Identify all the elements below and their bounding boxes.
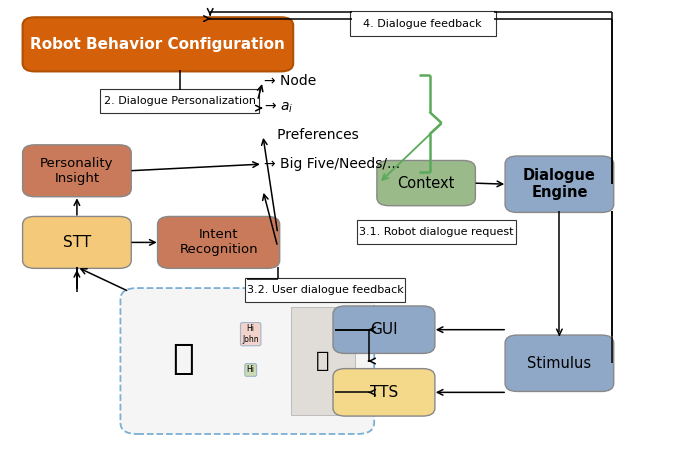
FancyBboxPatch shape <box>100 89 259 113</box>
Text: STT: STT <box>63 235 91 250</box>
Text: Personality
Insight: Personality Insight <box>40 157 114 185</box>
Text: Dialogue
Engine: Dialogue Engine <box>523 168 596 200</box>
FancyBboxPatch shape <box>357 220 516 244</box>
Text: Hi
John: Hi John <box>242 325 259 344</box>
Text: 4. Dialogue feedback: 4. Dialogue feedback <box>364 18 482 29</box>
Text: Hi: Hi <box>247 365 255 374</box>
Text: 2. Dialogue Personalization: 2. Dialogue Personalization <box>104 96 256 106</box>
Text: Intent
Recognition: Intent Recognition <box>179 229 258 256</box>
FancyBboxPatch shape <box>333 306 435 353</box>
Text: → Node: → Node <box>264 74 317 88</box>
FancyBboxPatch shape <box>377 160 475 206</box>
FancyBboxPatch shape <box>505 335 613 392</box>
Text: GUI: GUI <box>370 322 397 337</box>
FancyBboxPatch shape <box>333 369 435 416</box>
Text: 3.2. User dialogue feedback: 3.2. User dialogue feedback <box>246 285 403 295</box>
FancyBboxPatch shape <box>505 156 613 212</box>
FancyBboxPatch shape <box>291 307 355 415</box>
FancyBboxPatch shape <box>23 216 131 269</box>
Text: 🤖: 🤖 <box>316 351 330 371</box>
Text: TTS: TTS <box>370 385 398 400</box>
FancyBboxPatch shape <box>23 17 293 71</box>
Text: Robot Behavior Configuration: Robot Behavior Configuration <box>30 37 286 52</box>
FancyBboxPatch shape <box>121 288 374 434</box>
Text: Stimulus: Stimulus <box>527 356 591 371</box>
Text: 👴: 👴 <box>172 342 194 376</box>
FancyBboxPatch shape <box>350 11 495 35</box>
Text: → Big Five/Needs/...: → Big Five/Needs/... <box>264 157 400 171</box>
Text: 3.1. Robot dialogue request: 3.1. Robot dialogue request <box>359 227 513 237</box>
Text: Preferences: Preferences <box>264 128 359 142</box>
Text: → $a_i$: → $a_i$ <box>264 101 293 115</box>
FancyBboxPatch shape <box>157 216 279 269</box>
FancyBboxPatch shape <box>23 145 131 197</box>
FancyBboxPatch shape <box>245 278 404 302</box>
Text: Context: Context <box>397 176 455 190</box>
